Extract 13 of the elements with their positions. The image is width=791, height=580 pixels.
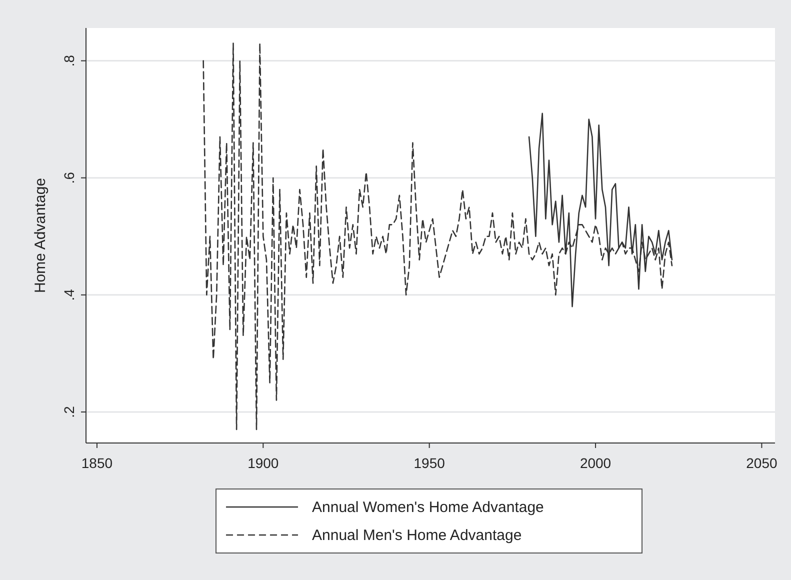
- x-tick-label: 1950: [414, 455, 446, 471]
- y-tick-label: .2: [61, 406, 77, 418]
- x-tick-label: 2050: [746, 455, 778, 471]
- x-tick-label: 2000: [580, 455, 612, 471]
- x-tick-label: 1900: [248, 455, 279, 471]
- x-tick-label: 1850: [81, 455, 113, 471]
- y-tick-label: .6: [61, 172, 77, 184]
- y-tick-label: .4: [61, 288, 77, 301]
- legend-label: Annual Women's Home Advantage: [312, 499, 544, 516]
- legend-label: Annual Men's Home Advantage: [312, 527, 522, 544]
- line-series: [202, 42, 673, 430]
- y-axis-title: Home Advantage: [32, 178, 49, 294]
- y-tick-label: .8: [61, 54, 77, 67]
